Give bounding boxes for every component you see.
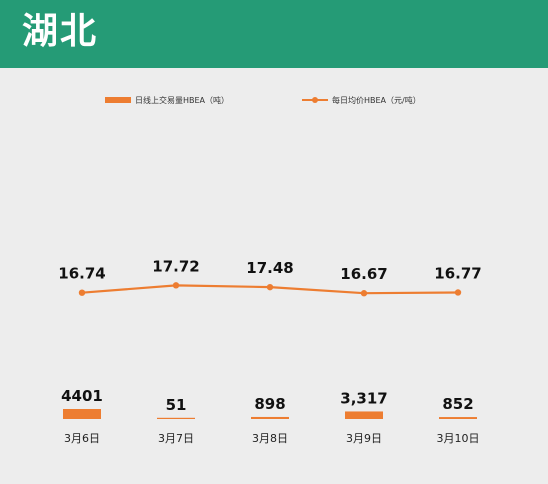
price-data-label: 16.77 (434, 264, 481, 282)
volume-bar (157, 417, 195, 419)
price-data-label: 17.48 (246, 259, 293, 277)
price-data-label: 16.74 (58, 265, 105, 283)
price-point (78, 289, 86, 296)
volume-data-label: 3,317 (340, 389, 387, 407)
category-tick-label: 3月6日 (64, 432, 100, 445)
price-data-label: 16.67 (340, 265, 387, 283)
volume-bar (439, 417, 477, 419)
category-tick-label: 3月9日 (346, 432, 382, 445)
volume-data-label: 51 (166, 396, 187, 414)
volume-bar (251, 416, 289, 419)
header-bar: 湖北 (0, 0, 548, 68)
legend-line-swatch (302, 95, 328, 105)
legend-bar-swatch (105, 97, 131, 103)
category-tick-label: 3月8日 (252, 432, 288, 445)
volume-bar (345, 411, 383, 419)
chart-legend: 日线上交易量HBEA（吨） 每日均价HBEA（元/吨） (0, 91, 548, 109)
category-tick-label: 3月10日 (437, 432, 480, 445)
volume-data-label: 898 (254, 395, 285, 413)
price-point (266, 283, 274, 291)
legend-label-volume: 日线上交易量HBEA（吨） (135, 95, 230, 105)
price-point (172, 282, 180, 289)
category-tick-label: 3月7日 (158, 432, 194, 445)
volume-bar (63, 409, 101, 419)
legend-item-volume: 日线上交易量HBEA（吨） (105, 91, 229, 109)
volume-data-label: 4401 (61, 387, 103, 405)
price-point (454, 289, 462, 296)
legend-item-price: 每日均价HBEA（元/吨） (302, 91, 421, 109)
legend-label-price: 每日均价HBEA（元/吨） (332, 95, 421, 105)
price-point (360, 290, 368, 297)
volume-data-label: 852 (442, 395, 473, 413)
page-title: 湖北 (22, 11, 99, 52)
price-data-label: 17.72 (152, 257, 199, 275)
